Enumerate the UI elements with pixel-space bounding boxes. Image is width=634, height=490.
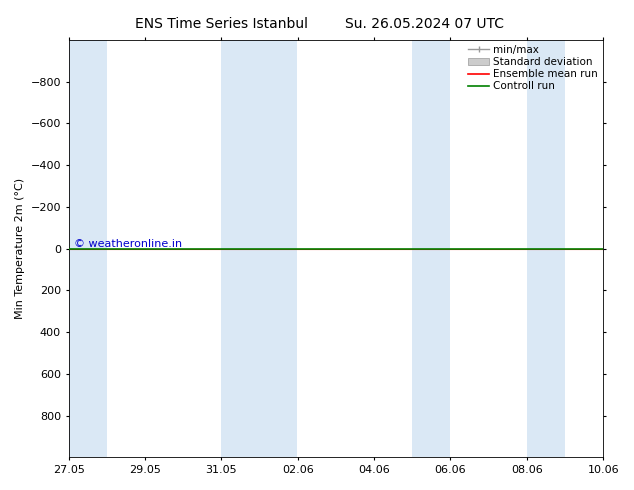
Y-axis label: Min Temperature 2m (°C): Min Temperature 2m (°C)	[15, 178, 25, 319]
Bar	[259, 40, 297, 457]
Text: © weatheronline.in: © weatheronline.in	[74, 240, 182, 249]
Bar	[412, 40, 450, 457]
Bar	[221, 40, 259, 457]
Text: Su. 26.05.2024 07 UTC: Su. 26.05.2024 07 UTC	[346, 17, 504, 31]
Bar	[527, 40, 565, 457]
Text: ENS Time Series Istanbul: ENS Time Series Istanbul	[136, 17, 308, 31]
Bar	[68, 40, 107, 457]
Legend: min/max, Standard deviation, Ensemble mean run, Controll run: min/max, Standard deviation, Ensemble me…	[466, 43, 600, 94]
